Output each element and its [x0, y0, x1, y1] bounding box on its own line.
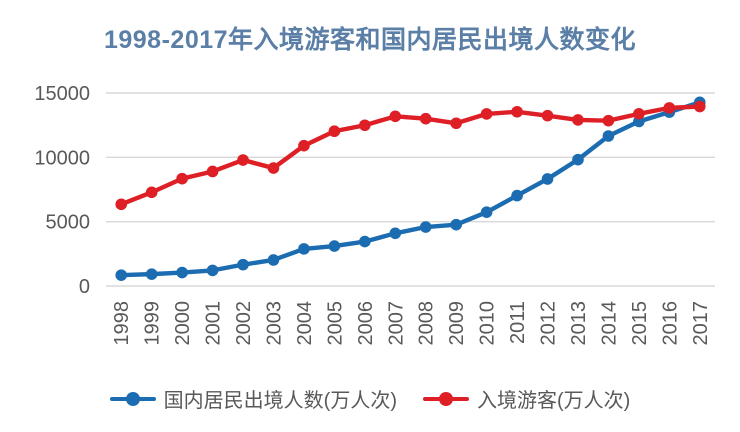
- legend-item-inbound: 入境游客(万人次): [423, 384, 630, 413]
- x-axis-tick-label: 2006: [355, 301, 377, 346]
- data-point-marker: [572, 153, 584, 166]
- x-axis-tick-label: 2011: [507, 301, 529, 344]
- x-axis-tick-label: 2015: [629, 301, 651, 346]
- x-axis-tick-label: 2009: [446, 301, 468, 346]
- data-point-marker: [115, 198, 128, 211]
- legend-item-outbound: 国内居民出境人数(万人次): [109, 384, 397, 413]
- x-axis-tick-label: 2007: [385, 301, 407, 346]
- line-chart-plot: 0 5000 10000 15000 1998 1999 2000 2001 2002 2003 2…: [34, 83, 715, 346]
- legend-line-dot-marker-blue: [109, 391, 156, 406]
- data-point-marker: [450, 117, 462, 130]
- x-axis-tick-label: 2014: [598, 301, 620, 346]
- data-point-marker: [359, 235, 371, 248]
- x-axis-tick-label: 2010: [477, 301, 499, 346]
- data-point-marker: [480, 108, 493, 120]
- data-point-marker: [298, 243, 310, 255]
- legend-label-inbound: 入境游客(万人次): [477, 390, 631, 412]
- data-point-marker: [663, 102, 676, 114]
- data-point-marker: [480, 206, 493, 218]
- data-point-marker: [328, 240, 341, 252]
- data-point-marker: [541, 173, 554, 185]
- x-axis-tick-label: 2017: [690, 301, 712, 346]
- legend-dot-icon: [439, 391, 453, 406]
- x-axis-tick-label: 2008: [416, 301, 438, 346]
- chart-title: 1998-2017年入境游客和国内居民出境人数变化: [103, 26, 637, 54]
- data-point-marker: [176, 172, 188, 185]
- x-axis-tick-label: 2001: [203, 301, 225, 346]
- series-line: [119, 100, 702, 278]
- data-point-marker: [145, 268, 158, 280]
- data-point-marker: [237, 154, 249, 166]
- data-point-marker: [419, 112, 432, 125]
- data-point-marker: [298, 139, 310, 152]
- x-axis-tick-label: 2004: [294, 301, 316, 346]
- x-axis-tick-label: 2002: [233, 301, 255, 346]
- data-point-marker: [206, 165, 219, 178]
- data-point-marker: [176, 266, 188, 279]
- y-axis-tick-label: 10000: [34, 147, 90, 169]
- data-point-marker: [267, 162, 280, 174]
- y-axis-tick-label: 5000: [46, 212, 91, 234]
- data-point-marker: [633, 108, 645, 120]
- data-point-marker: [511, 105, 523, 118]
- x-axis-tick-label: 2012: [538, 301, 560, 346]
- data-point-marker: [511, 189, 523, 202]
- data-point-marker: [602, 114, 615, 127]
- data-point-marker: [389, 227, 402, 240]
- data-point-marker: [206, 264, 219, 277]
- x-axis-tick-label: 2003: [263, 301, 285, 346]
- data-point-marker: [237, 258, 249, 271]
- data-point-marker: [389, 110, 402, 123]
- data-point-marker: [359, 119, 371, 132]
- legend-label-outbound: 国内居民出境人数(万人次): [163, 390, 397, 412]
- data-point-marker: [328, 125, 341, 138]
- x-axis-tick-label: 2005: [324, 301, 346, 346]
- data-point-marker: [602, 130, 615, 142]
- data-point-marker: [115, 269, 128, 281]
- data-point-marker: [267, 254, 280, 266]
- chart-legend: 国内居民出境人数(万人次) 入境游客(万人次): [0, 384, 740, 413]
- x-axis-tick-label: 2013: [568, 301, 590, 346]
- data-point-marker: [541, 109, 554, 122]
- y-axis-tick-label: 15000: [34, 83, 90, 105]
- x-axis-tick-label: 2016: [659, 301, 681, 346]
- x-axis-tick-label: 2000: [172, 301, 194, 346]
- y-axis-tick-label: 0: [79, 276, 90, 298]
- legend-line-dot-marker-red: [423, 391, 469, 406]
- x-axis-tick-label: 1999: [142, 301, 164, 346]
- data-point-marker: [145, 186, 158, 199]
- data-point-marker: [450, 218, 462, 231]
- data-point-marker: [693, 100, 706, 113]
- data-point-marker: [572, 114, 584, 126]
- data-point-marker: [419, 221, 432, 233]
- legend-dot-icon: [125, 391, 140, 406]
- x-axis-tick-label: 1998: [111, 301, 133, 346]
